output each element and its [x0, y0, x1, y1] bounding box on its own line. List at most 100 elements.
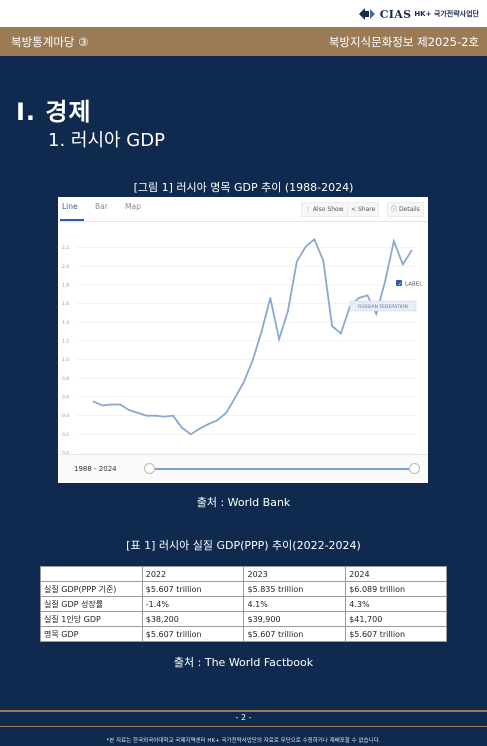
- data-point[interactable]: [92, 400, 95, 403]
- data-point[interactable]: [181, 426, 183, 429]
- data-point[interactable]: [216, 419, 219, 422]
- slider-end-handle[interactable]: [409, 463, 420, 474]
- gdp-chart-embed: Line Bar Map ⋮ Also Show < Share ⓘ Detai…: [58, 197, 428, 483]
- table-cell: 4.1%: [243, 596, 347, 612]
- table-cell: $5.607 trillion: [141, 626, 245, 642]
- data-point[interactable]: [119, 403, 122, 406]
- slider-track[interactable]: [148, 468, 416, 470]
- data-point[interactable]: [313, 238, 316, 241]
- data-point[interactable]: [251, 359, 254, 362]
- also-show-button[interactable]: ⋮ Also Show: [301, 202, 348, 217]
- section-title: Ⅰ. 경제: [16, 98, 92, 126]
- y-tick-label: 2.0: [62, 264, 69, 270]
- y-tick-label: 1.8: [62, 283, 69, 289]
- y-tick-label: 0.6: [62, 395, 69, 401]
- page-number: - 2 -: [235, 713, 252, 722]
- active-tab-indicator: [60, 219, 84, 221]
- data-point[interactable]: [225, 411, 228, 414]
- data-point[interactable]: [287, 310, 289, 313]
- header-series-name: 북방통계마당 ③: [11, 35, 89, 49]
- y-tick-label: 1.0: [62, 357, 69, 363]
- data-point[interactable]: [410, 249, 413, 252]
- data-point[interactable]: [393, 240, 395, 243]
- also-show-label: Also Show: [312, 206, 344, 213]
- data-point[interactable]: [189, 433, 192, 436]
- page-footer: - 2 - *본 자료는 한국외국어대학교 국제지역센터 HK+ 국가전략사업단…: [0, 712, 487, 746]
- data-point[interactable]: [154, 414, 157, 417]
- data-point[interactable]: [163, 415, 166, 418]
- top-bar: CIAS HK+ 국가전략사업단: [0, 0, 487, 27]
- data-point[interactable]: [110, 403, 113, 406]
- table-cell: 실질 1인당 GDP: [40, 611, 143, 627]
- table-cell: $5.835 trillion: [243, 581, 347, 597]
- series-tag-label: RUSSIAN FEDERATION: [358, 304, 408, 310]
- section-subtitle: 1. 러시아 GDP: [48, 130, 165, 151]
- figure-caption: [그림 1] 러시아 명목 GDP 추이 (1988-2024): [133, 181, 354, 194]
- tab-bar[interactable]: Bar: [95, 202, 108, 211]
- table-cell: 명목 GDP: [40, 626, 143, 642]
- data-point[interactable]: [384, 280, 386, 283]
- legend-checkbox[interactable]: [396, 280, 402, 286]
- y-tick-label: 0.0: [62, 451, 69, 455]
- y-tick-label: 2.2: [62, 245, 69, 251]
- data-point[interactable]: [101, 404, 104, 407]
- data-point[interactable]: [198, 427, 201, 430]
- table-cell: 4.3%: [345, 596, 447, 612]
- data-point[interactable]: [375, 313, 378, 315]
- table-header-cell: 2023: [243, 566, 347, 582]
- data-point[interactable]: [172, 414, 175, 417]
- data-point[interactable]: [260, 330, 263, 333]
- details-label: Details: [398, 206, 420, 213]
- table-header-row: 2022 2023 2024: [40, 566, 447, 582]
- data-point[interactable]: [304, 245, 307, 248]
- table-header-cell: 2022: [141, 566, 245, 582]
- data-point[interactable]: [401, 263, 404, 266]
- tab-line[interactable]: Line: [62, 202, 78, 211]
- logo-subtext: HK+ 국가전략사업단: [414, 10, 479, 18]
- slider-start-handle[interactable]: [144, 463, 155, 474]
- y-tick-label: 1.2: [62, 339, 69, 345]
- data-point[interactable]: [357, 297, 360, 299]
- y-tick-label: 0.2: [62, 432, 69, 438]
- info-icon: ⓘ: [391, 206, 398, 213]
- footer-rule: [0, 726, 487, 727]
- data-point[interactable]: [366, 294, 369, 297]
- data-point[interactable]: [128, 409, 130, 411]
- data-point[interactable]: [242, 381, 245, 383]
- range-label: 1988 - 2024: [74, 465, 117, 473]
- y-tick-label: 1.4: [62, 320, 69, 326]
- share-button[interactable]: < Share: [347, 202, 380, 217]
- table-header-cell: 2024: [345, 566, 447, 582]
- tab-map[interactable]: Map: [125, 202, 141, 211]
- chart-tabs: Line Bar Map ⋮ Also Show < Share ⓘ Detai…: [58, 197, 428, 222]
- details-button[interactable]: ⓘ Details: [387, 202, 424, 217]
- data-point[interactable]: [136, 411, 139, 414]
- data-point[interactable]: [340, 332, 342, 335]
- figure-source: 출처 : World Bank: [196, 496, 291, 509]
- table-cell: -1.4%: [141, 596, 245, 612]
- table-cell: $41,700: [345, 611, 447, 627]
- table-cell: $5.607 trillion: [345, 626, 447, 642]
- data-point[interactable]: [278, 338, 281, 341]
- table-cell: $5.607 trillion: [141, 581, 245, 597]
- data-point[interactable]: [207, 423, 210, 425]
- more-icon: ⋮: [305, 206, 311, 213]
- gdp-line-chart: 0.00.20.40.60.81.01.21.41.61.82.02.2 199…: [62, 237, 423, 455]
- table-cell: 실질 GDP(PPP 기준): [40, 581, 143, 597]
- data-point[interactable]: [331, 325, 334, 327]
- page-header: 북방통계마당 ③ 북방지식문화정보 제2025-2호: [0, 27, 487, 56]
- data-point[interactable]: [269, 297, 272, 299]
- share-icon: <: [351, 206, 357, 213]
- data-point[interactable]: [322, 259, 325, 262]
- cias-logo-icon: [358, 8, 375, 20]
- footer-divider: [0, 710, 487, 712]
- table-cell: $38,200: [141, 611, 245, 627]
- data-point[interactable]: [145, 414, 148, 417]
- y-tick-label: 0.4: [62, 413, 69, 419]
- table-source: 출처 : The World Factbook: [173, 656, 314, 669]
- data-point[interactable]: [295, 260, 298, 263]
- data-point[interactable]: [234, 397, 236, 399]
- logo-text: CIAS: [379, 7, 412, 21]
- chart-legend: ✓ LABEL RUSSIAN FEDERATION: [349, 280, 423, 312]
- series-points: [92, 238, 413, 436]
